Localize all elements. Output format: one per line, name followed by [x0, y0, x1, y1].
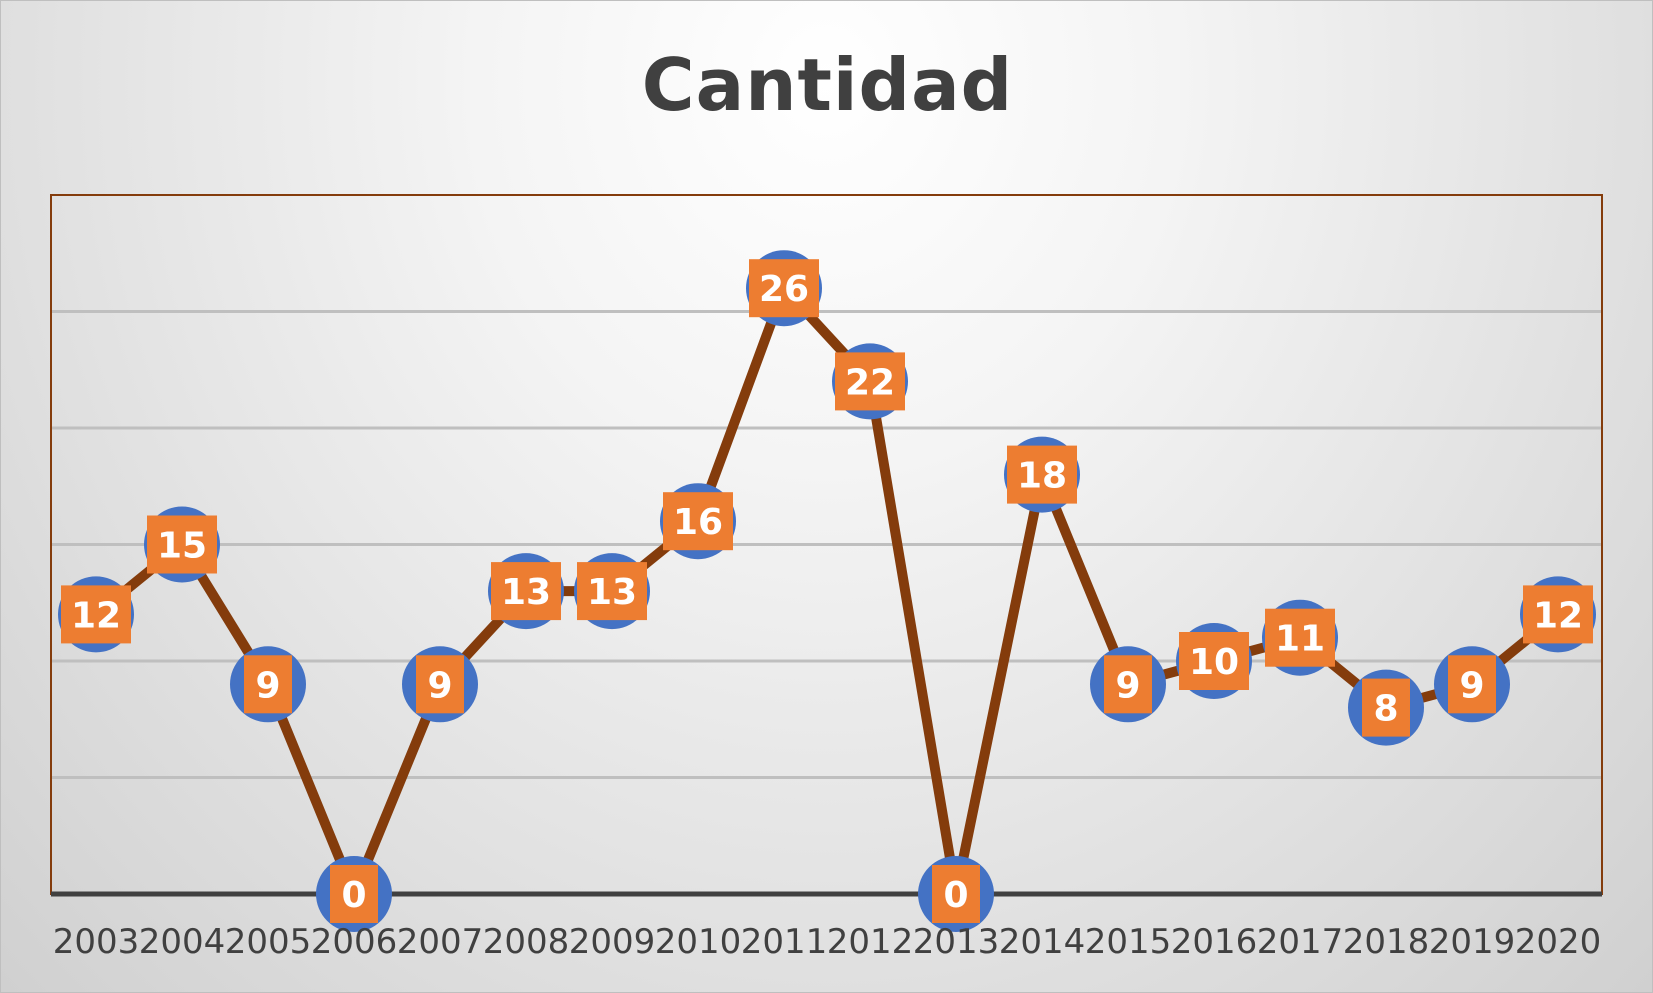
data-label: 9 [1104, 655, 1152, 714]
x-tick-label: 2010 [655, 922, 742, 962]
x-tick-label: 2013 [913, 922, 1000, 962]
x-tick-label: 2014 [999, 922, 1086, 962]
data-label: 12 [61, 585, 131, 644]
x-tick-label: 2008 [483, 922, 570, 962]
data-label: 13 [577, 562, 647, 621]
data-label-text: 22 [845, 362, 895, 403]
x-tick-label: 2016 [1171, 922, 1258, 962]
data-label: 9 [1448, 655, 1496, 714]
data-label-text: 11 [1275, 619, 1325, 660]
data-label-text: 13 [587, 572, 637, 613]
data-label-text: 12 [71, 595, 121, 636]
data-label: 15 [147, 515, 217, 574]
data-label-text: 13 [501, 572, 551, 613]
data-label-box [1007, 445, 1077, 504]
data-label-text: 9 [1459, 665, 1484, 706]
data-label-text: 15 [157, 526, 207, 567]
data-label-text: 9 [427, 665, 452, 706]
data-label-box [416, 655, 464, 714]
data-label: 9 [416, 655, 464, 714]
data-labels: 12 15 9 0 9 13 13 16 26 22 0 18 9 10 11 8 9 12 [61, 259, 1593, 923]
data-label-box [749, 259, 819, 318]
data-label-text: 0 [943, 875, 968, 916]
data-label: 0 [330, 865, 378, 923]
data-label-box [663, 492, 733, 551]
data-label-box [1104, 655, 1152, 714]
x-tick-label: 2009 [569, 922, 656, 962]
data-label-text: 8 [1373, 689, 1398, 730]
chart-title: Cantidad [641, 43, 1014, 127]
data-label-text: 10 [1189, 642, 1239, 683]
data-label-box [1523, 585, 1593, 644]
data-label-box [1179, 632, 1249, 690]
x-tick-label: 2015 [1085, 922, 1172, 962]
data-label-box [147, 515, 217, 574]
x-tick-label: 2018 [1343, 922, 1430, 962]
x-tick-label: 2017 [1257, 922, 1344, 962]
x-tick-label: 2019 [1429, 922, 1516, 962]
data-label: 13 [491, 562, 561, 621]
data-label: 0 [932, 865, 980, 923]
data-label-box [244, 655, 292, 714]
data-label-box [1448, 655, 1496, 714]
data-label-box [330, 865, 378, 923]
data-label-box [835, 352, 905, 411]
data-label-text: 26 [759, 269, 809, 310]
data-label-box [932, 865, 980, 923]
data-label: 22 [835, 352, 905, 411]
data-label-box [491, 562, 561, 621]
x-tick-label: 2007 [397, 922, 484, 962]
data-label: 16 [663, 492, 733, 551]
x-tick-labels: 2003 2004 2005 2006 2007 2008 2009 2010 2011 2012… [53, 922, 1602, 962]
x-tick-label: 2011 [741, 922, 828, 962]
data-label-box [577, 562, 647, 621]
data-label-text: 9 [255, 665, 280, 706]
data-label-box [61, 585, 131, 644]
data-label: 9 [244, 655, 292, 714]
x-tick-label: 2020 [1515, 922, 1602, 962]
x-tick-label: 2012 [827, 922, 914, 962]
data-label-text: 12 [1533, 595, 1583, 636]
data-label-text: 0 [341, 875, 366, 916]
data-label-text: 9 [1115, 665, 1140, 706]
data-label: 18 [1007, 445, 1077, 504]
data-label-text: 18 [1017, 456, 1067, 497]
x-tick-label: 2006 [311, 922, 398, 962]
data-label: 26 [749, 259, 819, 318]
data-label-box [1265, 608, 1335, 667]
x-tick-label: 2004 [139, 922, 226, 962]
data-label: 10 [1179, 632, 1249, 690]
data-label: 11 [1265, 608, 1335, 667]
x-tick-label: 2003 [53, 922, 140, 962]
data-label-box [1362, 678, 1410, 737]
data-label: 12 [1523, 585, 1593, 644]
x-tick-label: 2005 [225, 922, 312, 962]
series-line [92, 278, 1562, 908]
markers [58, 250, 1596, 932]
data-label-text: 16 [673, 502, 723, 543]
data-label: 8 [1362, 678, 1410, 737]
